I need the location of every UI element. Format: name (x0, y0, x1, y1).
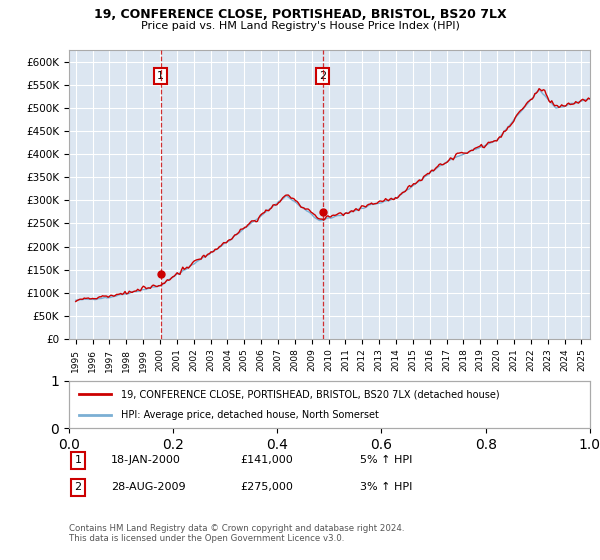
Text: 28-AUG-2009: 28-AUG-2009 (111, 482, 185, 492)
Text: 2: 2 (319, 71, 326, 81)
Text: 2: 2 (74, 482, 82, 492)
Text: 19, CONFERENCE CLOSE, PORTISHEAD, BRISTOL, BS20 7LX: 19, CONFERENCE CLOSE, PORTISHEAD, BRISTO… (94, 8, 506, 21)
Text: 19, CONFERENCE CLOSE, PORTISHEAD, BRISTOL, BS20 7LX (detached house): 19, CONFERENCE CLOSE, PORTISHEAD, BRISTO… (121, 389, 500, 399)
Text: 1: 1 (157, 71, 164, 81)
Text: Contains HM Land Registry data © Crown copyright and database right 2024.
This d: Contains HM Land Registry data © Crown c… (69, 524, 404, 543)
Text: 1: 1 (74, 455, 82, 465)
Text: £275,000: £275,000 (240, 482, 293, 492)
Text: 5% ↑ HPI: 5% ↑ HPI (360, 455, 412, 465)
Text: 18-JAN-2000: 18-JAN-2000 (111, 455, 181, 465)
Text: £141,000: £141,000 (240, 455, 293, 465)
Text: 3% ↑ HPI: 3% ↑ HPI (360, 482, 412, 492)
Text: HPI: Average price, detached house, North Somerset: HPI: Average price, detached house, Nort… (121, 410, 379, 420)
Text: Price paid vs. HM Land Registry's House Price Index (HPI): Price paid vs. HM Land Registry's House … (140, 21, 460, 31)
